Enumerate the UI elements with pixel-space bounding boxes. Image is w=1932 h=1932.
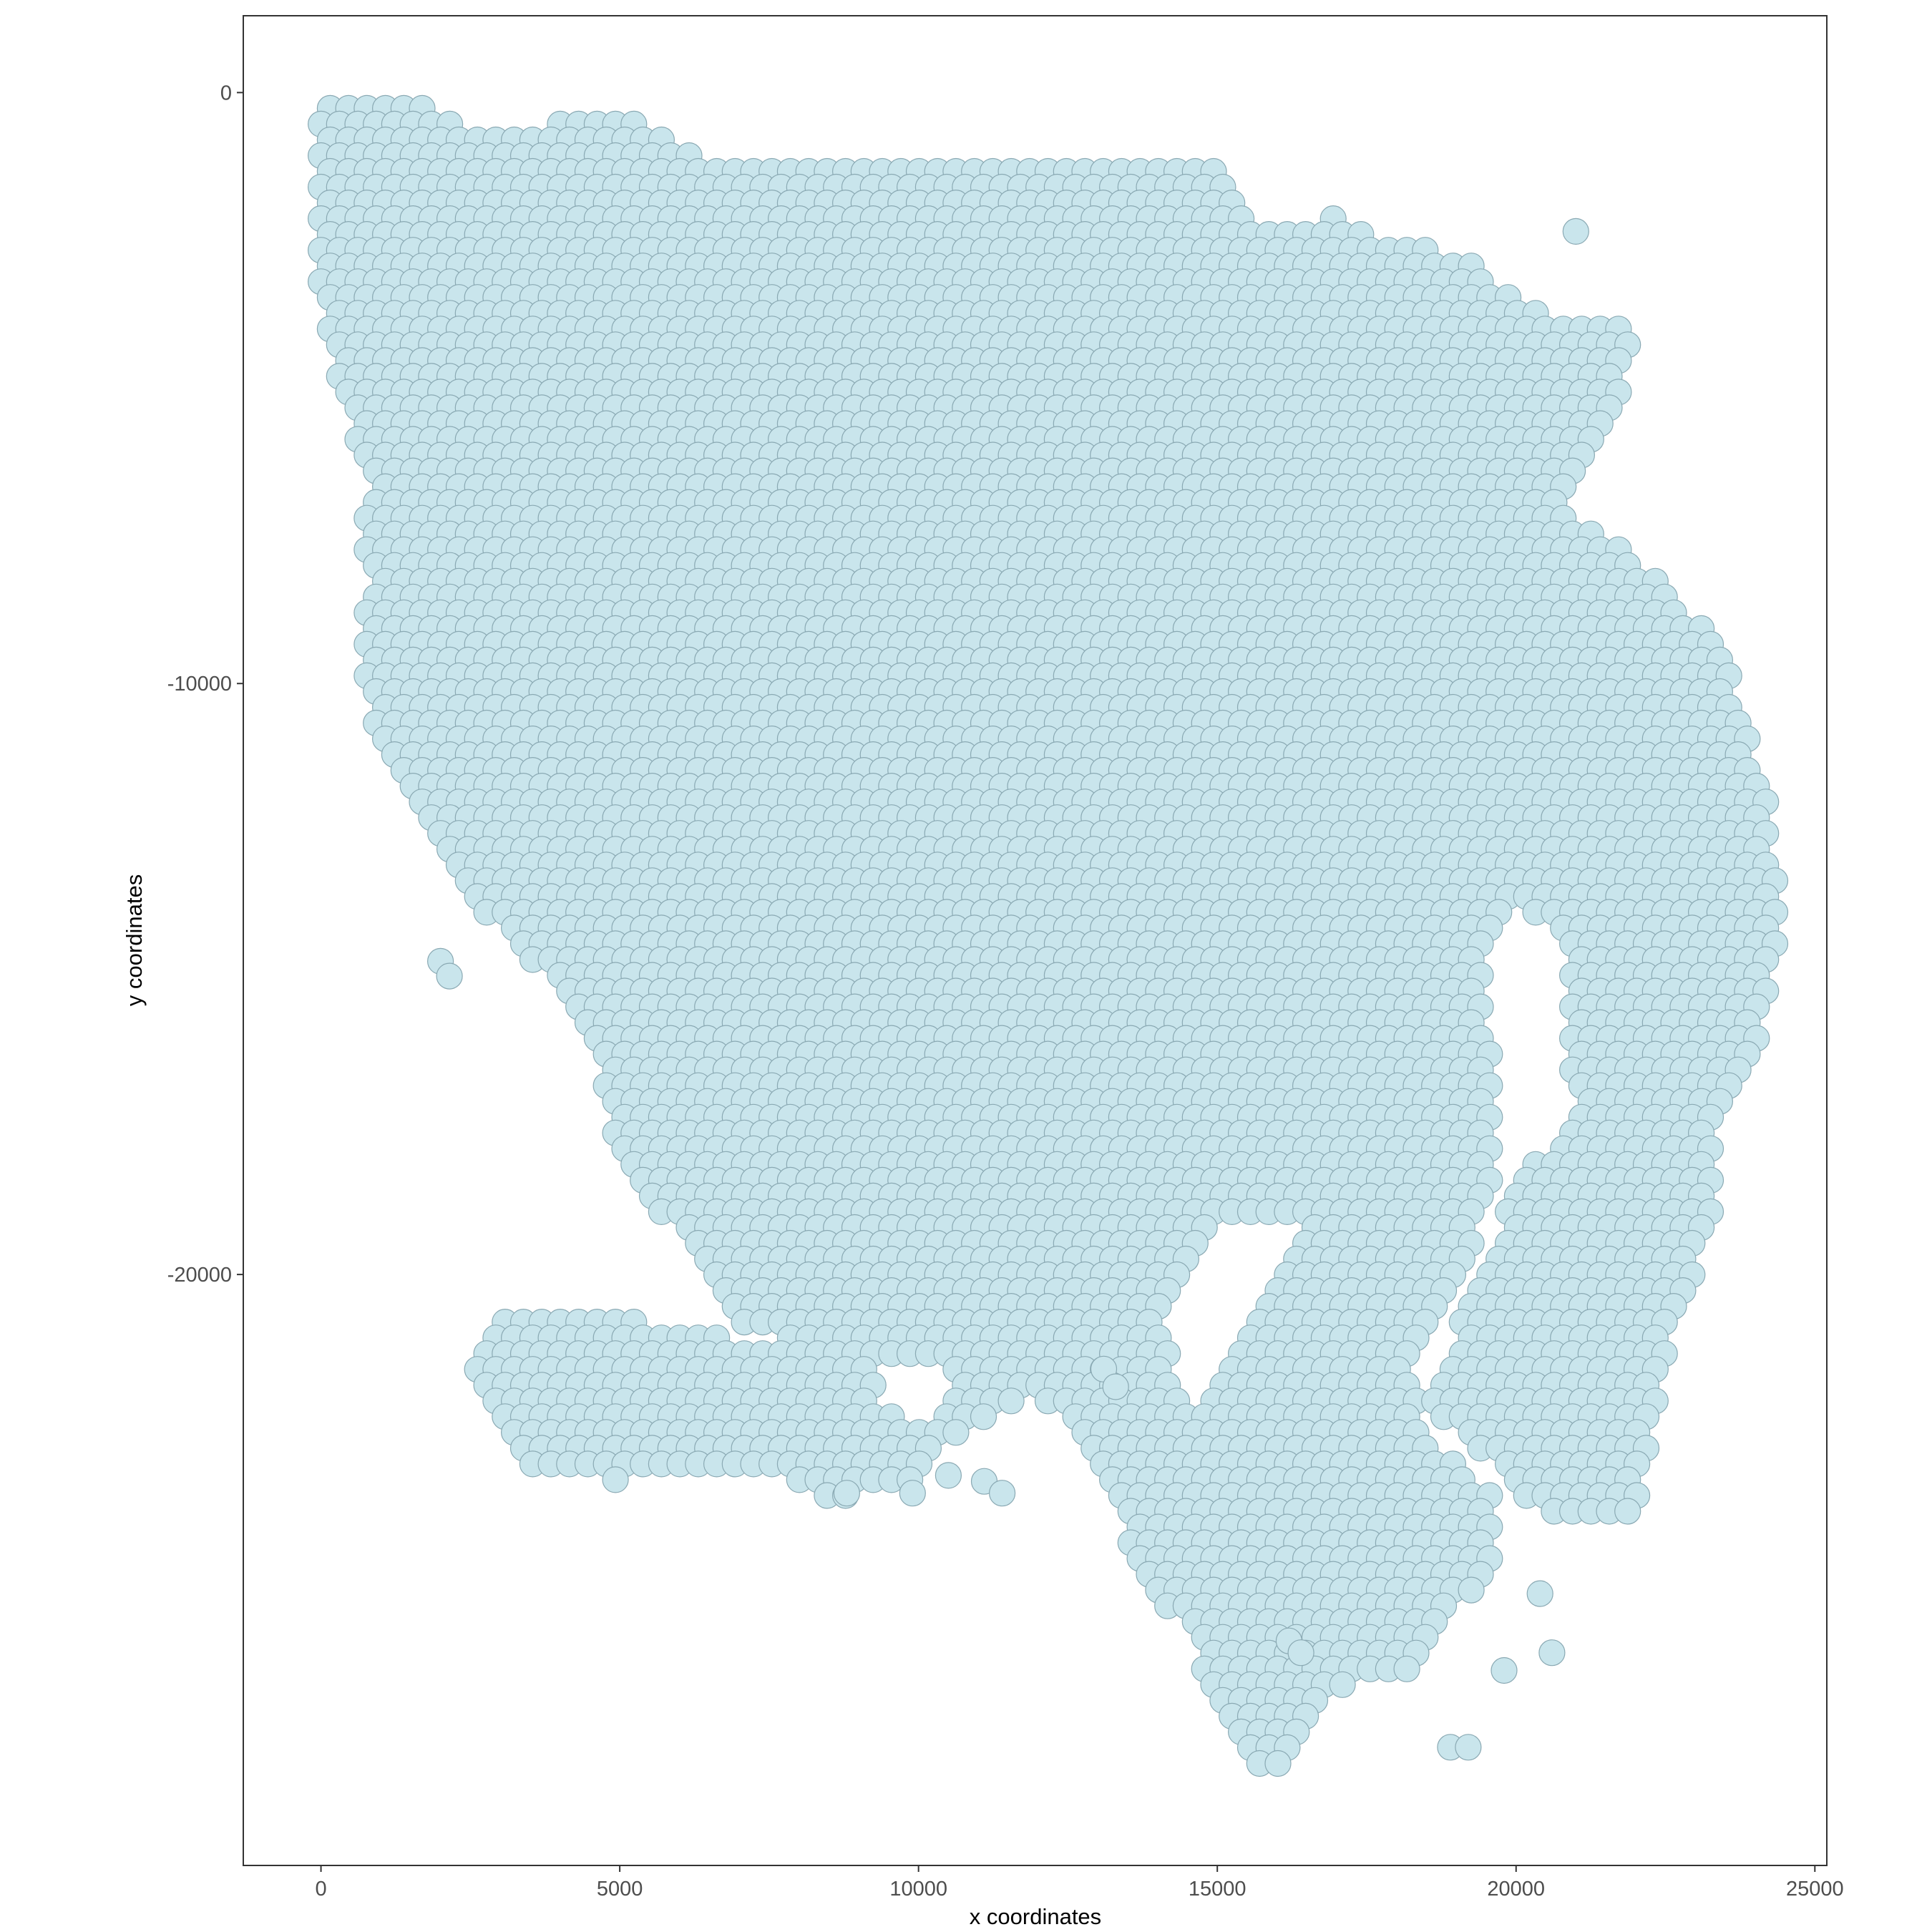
spots-layer [308, 94, 1789, 1777]
